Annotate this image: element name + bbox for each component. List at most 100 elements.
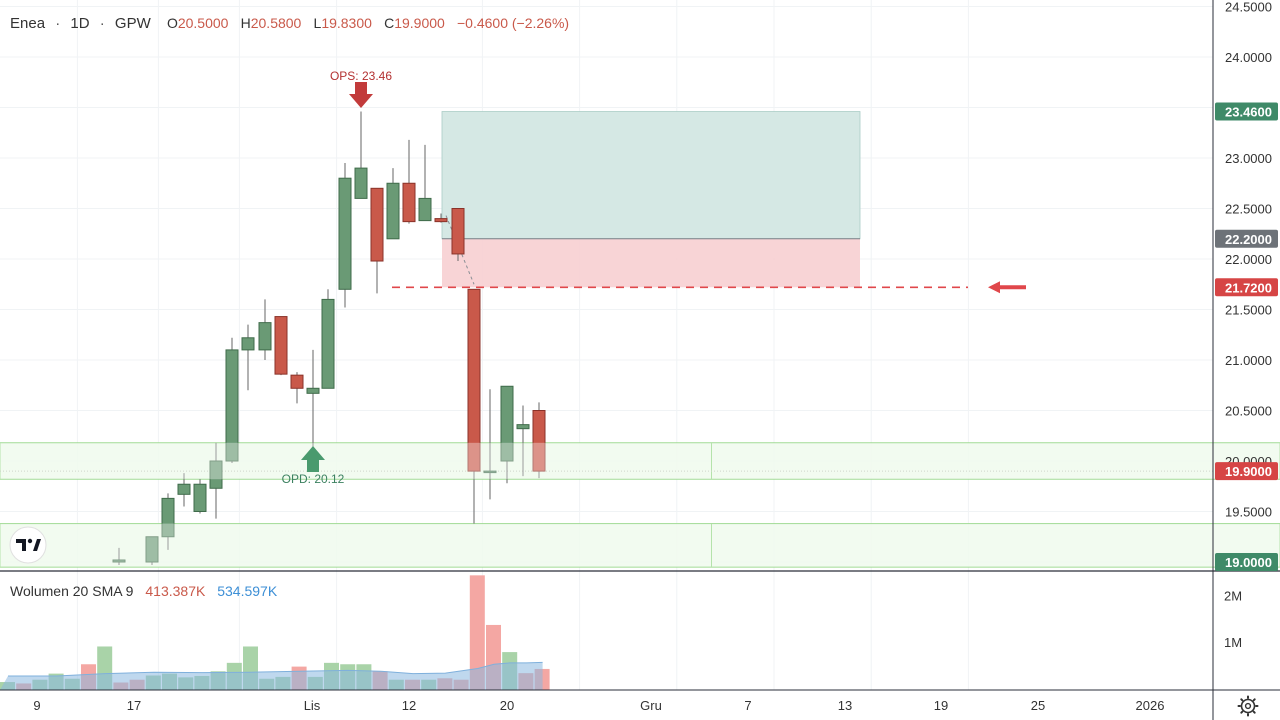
candle xyxy=(306,349,320,449)
symbol-name[interactable]: Enea xyxy=(10,15,46,32)
candle-body xyxy=(112,559,126,563)
candle xyxy=(258,299,272,360)
candle-body xyxy=(177,483,191,495)
candle-body xyxy=(500,385,514,462)
candle xyxy=(338,163,352,308)
candle xyxy=(145,536,159,566)
x-tick-label: 17 xyxy=(127,698,141,713)
y-tick-label: 24.5000 xyxy=(1225,0,1272,15)
high-value: 20.5800 xyxy=(251,15,302,31)
x-tick-label: 19 xyxy=(934,698,948,713)
candle-body xyxy=(209,460,223,489)
volume-tick-label: 2M xyxy=(1224,588,1242,603)
candle-body xyxy=(258,322,272,351)
candle-body xyxy=(467,288,481,472)
price-badge: 19.0000 xyxy=(1215,553,1278,571)
candle xyxy=(516,405,530,477)
price-badges: 23.4600 22.2000 21.7200 19.9000 19.0000 xyxy=(1215,102,1278,571)
grid xyxy=(0,0,1213,690)
candle-body xyxy=(434,218,448,223)
candle xyxy=(418,144,432,222)
price-badge-bg xyxy=(1215,278,1278,297)
y-tick-label: 22.5000 xyxy=(1225,202,1272,217)
candle-body xyxy=(145,536,159,563)
candle xyxy=(354,111,368,199)
candles xyxy=(0,111,1280,568)
low-label: L xyxy=(314,15,322,31)
candle-body xyxy=(370,187,384,262)
candle xyxy=(483,389,497,500)
y-tick-label: 24.0000 xyxy=(1225,50,1272,65)
candle-body xyxy=(532,410,546,472)
volume-legend-value: 413.387K xyxy=(145,583,206,599)
candle xyxy=(112,547,126,566)
candle-body xyxy=(321,298,335,389)
price-badge-label: 21.7200 xyxy=(1225,280,1272,295)
tradingview-logo-icon[interactable] xyxy=(9,526,47,564)
price-badge: 22.2000 xyxy=(1215,229,1278,248)
price-badge-bg xyxy=(1215,229,1278,248)
candle xyxy=(500,385,514,484)
price-badge-bg xyxy=(1215,553,1278,571)
price-badge-label: 22.2000 xyxy=(1225,232,1272,247)
opd-label: OPD: 20.12 xyxy=(282,472,345,486)
candle xyxy=(177,473,191,507)
candle xyxy=(161,493,175,550)
support-zone xyxy=(0,523,1280,568)
price-badge-bg xyxy=(1215,102,1278,121)
candle xyxy=(532,402,546,479)
zone-overlay xyxy=(0,442,1280,480)
price-badge-label: 19.9000 xyxy=(1225,464,1272,479)
candle xyxy=(402,139,416,224)
left-arrow-icon xyxy=(988,281,1026,294)
ops-label: OPS: 23.46 xyxy=(330,69,392,83)
y-tick-label: 20.5000 xyxy=(1225,404,1272,419)
candle-body xyxy=(338,177,352,290)
candle-body xyxy=(483,470,497,474)
y-tick-label: 19.5000 xyxy=(1225,505,1272,520)
volume-bars xyxy=(0,575,550,690)
price-badge: 23.4600 xyxy=(1215,102,1278,121)
candle xyxy=(467,288,481,524)
sma-area xyxy=(0,662,543,690)
candle xyxy=(193,479,207,514)
x-tick-label: 9 xyxy=(33,698,40,713)
candle-body xyxy=(418,197,432,222)
volume-bar xyxy=(469,575,485,690)
x-tick-label: 2026 xyxy=(1136,698,1165,713)
y-tick-label: 22.0000 xyxy=(1225,252,1272,267)
x-tick-label: 25 xyxy=(1031,698,1045,713)
sma-line xyxy=(8,661,543,677)
candle-body xyxy=(161,497,175,538)
settings-gear-icon[interactable] xyxy=(1237,695,1259,717)
candle xyxy=(370,187,384,294)
change-value: −0.4600 (−2.26%) xyxy=(457,15,569,31)
candle-body xyxy=(386,182,400,240)
volume-legend-sma: 534.597K xyxy=(217,583,278,599)
candle-body xyxy=(274,316,288,375)
x-tick-label: 12 xyxy=(402,698,416,713)
price-badge-label: 19.0000 xyxy=(1225,555,1272,570)
y-tick-label: 21.5000 xyxy=(1225,303,1272,318)
candle-body xyxy=(306,387,320,394)
candle xyxy=(434,213,448,223)
candle xyxy=(451,208,465,262)
high-label: H xyxy=(241,15,251,31)
x-tick-label: Gru xyxy=(640,698,662,713)
candle xyxy=(274,316,288,376)
candle-body xyxy=(193,483,207,513)
candle-body xyxy=(354,167,368,199)
opd-up-arrow-icon xyxy=(301,446,325,472)
y-tick-label: 21.0000 xyxy=(1225,353,1272,368)
candle xyxy=(241,324,255,391)
candle-body xyxy=(241,337,255,351)
position-box[interactable] xyxy=(392,111,1026,294)
ops-down-arrow-icon xyxy=(349,82,373,108)
candle xyxy=(386,168,400,240)
volume-legend-label[interactable]: Wolumen 20 SMA 9 xyxy=(10,583,134,599)
interval-label[interactable]: 1D xyxy=(70,15,89,32)
candle xyxy=(290,372,304,404)
price-badge-label: 23.4600 xyxy=(1225,105,1272,120)
